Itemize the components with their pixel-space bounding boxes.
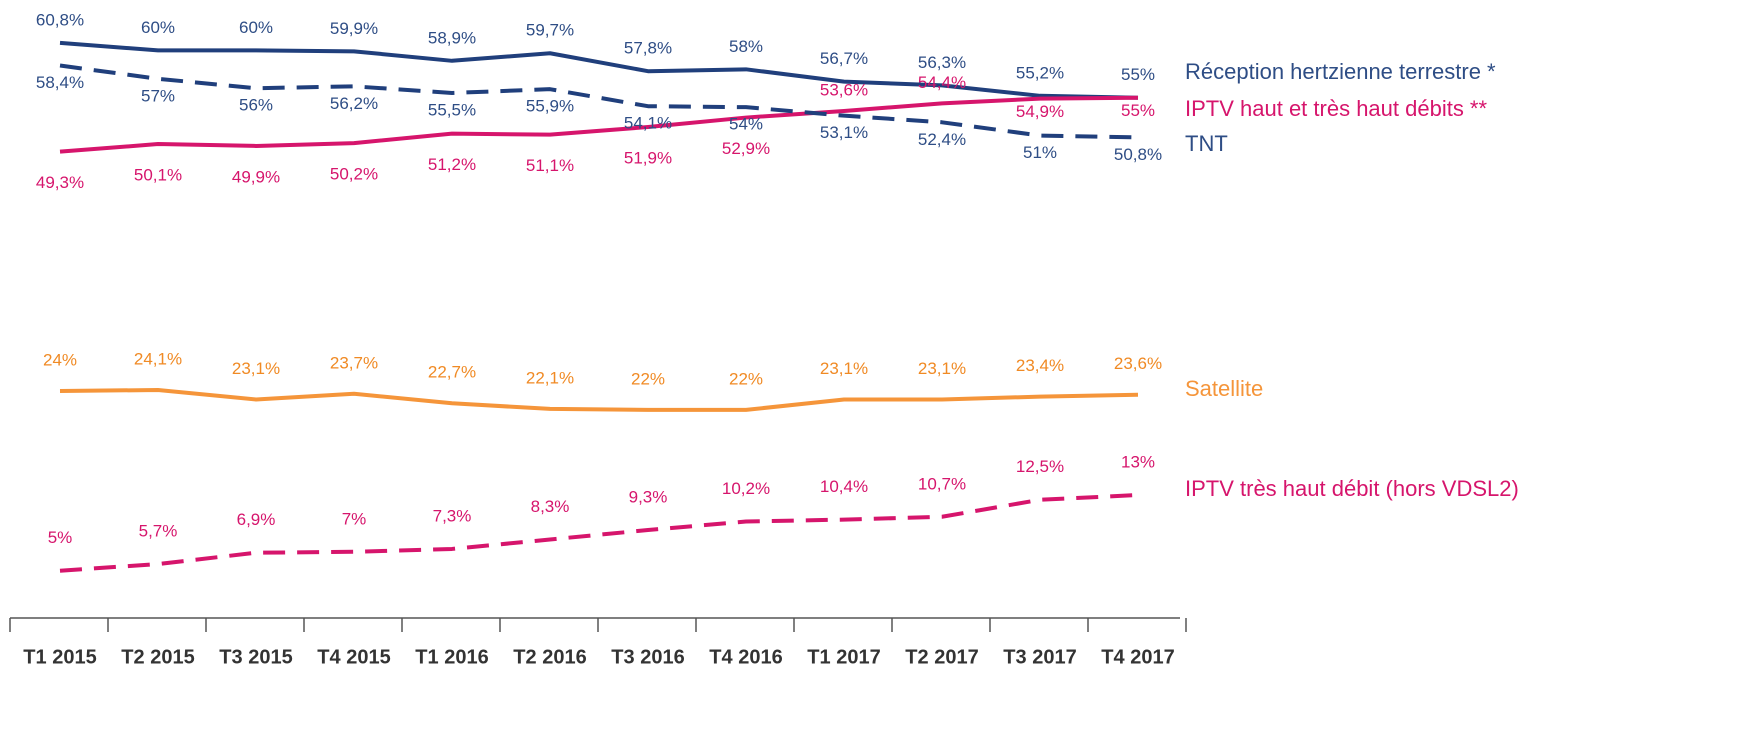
data-label: 50,8% xyxy=(1114,145,1162,164)
series-line xyxy=(59,493,1139,573)
data-label: 6,9% xyxy=(237,510,276,529)
data-label: 57,8% xyxy=(624,39,672,58)
data-label: 55,2% xyxy=(1016,63,1064,82)
data-label: 55% xyxy=(1121,65,1155,84)
data-label: 8,3% xyxy=(531,497,570,516)
data-label: 51,9% xyxy=(624,149,672,168)
x-tick-label: T3 2016 xyxy=(611,646,684,668)
data-label: 49,9% xyxy=(232,167,280,186)
data-label: 53,6% xyxy=(820,80,868,99)
data-label: 23,1% xyxy=(820,359,868,378)
data-label: 60% xyxy=(239,18,273,37)
data-label: 7% xyxy=(342,509,367,528)
data-label: 23,6% xyxy=(1114,354,1162,373)
data-label: 10,2% xyxy=(722,479,770,498)
data-label: 5,7% xyxy=(139,522,178,541)
x-tick-label: T1 2017 xyxy=(807,646,880,668)
data-label: 57% xyxy=(141,86,175,105)
data-label: 59,7% xyxy=(526,21,574,40)
data-label: 49,3% xyxy=(36,173,84,192)
data-label: 55,5% xyxy=(428,100,476,119)
series-line xyxy=(59,95,1139,154)
x-tick-label: T2 2016 xyxy=(513,646,586,668)
data-label: 55,9% xyxy=(526,97,574,116)
data-label: 56,3% xyxy=(918,53,966,72)
data-label: 7,3% xyxy=(433,506,472,525)
data-label: 24,1% xyxy=(134,349,182,368)
x-tick-label: T2 2015 xyxy=(121,646,194,668)
data-label: 22,7% xyxy=(428,363,476,382)
legend-label: IPTV très haut débit (hors VDSL2) xyxy=(1185,476,1519,501)
data-label: 56% xyxy=(239,96,273,115)
data-label: 23,1% xyxy=(232,359,280,378)
data-label: 23,7% xyxy=(330,353,378,372)
data-label: 58,4% xyxy=(36,73,84,92)
data-label: 22% xyxy=(729,369,763,388)
data-label: 54,1% xyxy=(624,114,672,133)
data-label: 51% xyxy=(1023,143,1057,162)
data-label: 54,4% xyxy=(918,73,966,92)
legend-label: Réception hertzienne terrestre * xyxy=(1185,59,1496,84)
data-label: 51,1% xyxy=(526,156,574,175)
x-tick-label: T2 2017 xyxy=(905,646,978,668)
data-label: 5% xyxy=(48,528,73,547)
data-label: 22,1% xyxy=(526,368,574,387)
x-tick-label: T1 2016 xyxy=(415,646,488,668)
data-label: 50,2% xyxy=(330,165,378,184)
x-tick-label: T4 2016 xyxy=(709,646,782,668)
x-tick-label: T4 2015 xyxy=(317,646,390,668)
data-label: 51,2% xyxy=(428,155,476,174)
data-label: 52,4% xyxy=(918,130,966,149)
data-label: 56,2% xyxy=(330,94,378,113)
legend-label: IPTV haut et très haut débits ** xyxy=(1185,96,1487,121)
data-label: 10,7% xyxy=(918,474,966,493)
data-label: 10,4% xyxy=(820,477,868,496)
data-label: 23,4% xyxy=(1016,356,1064,375)
data-label: 58% xyxy=(729,37,763,56)
data-label: 56,7% xyxy=(820,49,868,68)
series-line xyxy=(59,40,1139,100)
data-label: 13% xyxy=(1121,453,1155,472)
series-line xyxy=(59,63,1139,140)
data-label: 50,1% xyxy=(134,166,182,185)
x-tick-label: T3 2015 xyxy=(219,646,292,668)
data-label: 22% xyxy=(631,369,665,388)
data-label: 24% xyxy=(43,350,77,369)
series-line xyxy=(59,388,1139,412)
data-label: 58,9% xyxy=(428,28,476,47)
data-label: 54% xyxy=(729,115,763,134)
legend-label: Satellite xyxy=(1185,376,1263,401)
data-label: 59,9% xyxy=(330,19,378,38)
data-label: 60% xyxy=(141,18,175,37)
data-label: 12,5% xyxy=(1016,457,1064,476)
data-label: 55% xyxy=(1121,101,1155,120)
x-tick-label: T4 2017 xyxy=(1101,646,1174,668)
data-label: 54,9% xyxy=(1016,102,1064,121)
data-label: 60,8% xyxy=(36,10,84,29)
data-label: 23,1% xyxy=(918,359,966,378)
legend-label: TNT xyxy=(1185,131,1228,156)
data-label: 9,3% xyxy=(629,488,668,507)
x-tick-label: T3 2017 xyxy=(1003,646,1076,668)
x-tick-label: T1 2015 xyxy=(23,646,96,668)
data-label: 53,1% xyxy=(820,123,868,142)
data-label: 52,9% xyxy=(722,139,770,158)
